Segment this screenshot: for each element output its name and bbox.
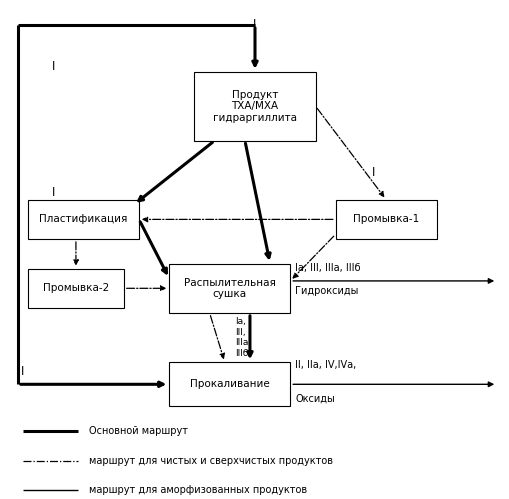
FancyBboxPatch shape: [169, 263, 290, 313]
Text: Гидроксиды: Гидроксиды: [295, 286, 358, 296]
Text: Пластификация: Пластификация: [39, 215, 127, 225]
Text: I: I: [253, 18, 256, 31]
FancyBboxPatch shape: [335, 200, 436, 239]
Text: II, IIа, IV,IVа,: II, IIа, IV,IVа,: [295, 360, 356, 370]
FancyBboxPatch shape: [28, 200, 139, 239]
Text: Прокаливание: Прокаливание: [189, 379, 269, 389]
Text: Iа,
III,
IIIа,
IIIб: Iа, III, IIIа, IIIб: [234, 317, 250, 358]
Text: I: I: [51, 60, 55, 73]
Text: Продукт
ТХА/МХА
гидраргиллита: Продукт ТХА/МХА гидраргиллита: [213, 89, 296, 123]
Text: Промывка-1: Промывка-1: [352, 215, 418, 225]
Text: Iа, III, IIIа, IIIб: Iа, III, IIIа, IIIб: [295, 262, 360, 272]
FancyBboxPatch shape: [194, 72, 315, 141]
Text: I: I: [21, 365, 24, 379]
Text: Распылительная
сушка: Распылительная сушка: [183, 277, 275, 299]
Text: маршрут для аморфизованных продуктов: маршрут для аморфизованных продуктов: [89, 485, 306, 495]
FancyBboxPatch shape: [169, 362, 290, 407]
FancyBboxPatch shape: [28, 268, 124, 308]
Text: Промывка-2: Промывка-2: [43, 283, 109, 293]
Text: Оксиды: Оксиды: [295, 394, 334, 404]
Text: I: I: [51, 186, 55, 199]
Text: Основной маршрут: Основной маршрут: [89, 426, 187, 436]
Text: I: I: [371, 166, 375, 179]
Text: маршрут для чистых и сверхчистых продуктов: маршрут для чистых и сверхчистых продукт…: [89, 456, 332, 466]
